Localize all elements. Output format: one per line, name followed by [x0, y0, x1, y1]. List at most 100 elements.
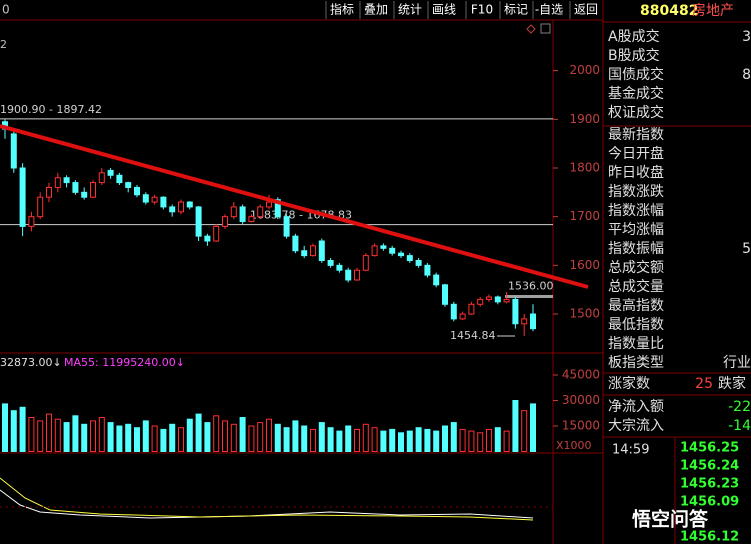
macd-dif — [0, 489, 534, 519]
candle-body — [107, 169, 114, 176]
stat-label: 最低指数 — [608, 317, 664, 333]
volume-bar — [503, 430, 510, 452]
candle-body — [222, 216, 228, 227]
toolbar-button[interactable]: 叠加 — [364, 3, 388, 17]
candle-body — [160, 196, 167, 208]
stat-label: 指数涨幅 — [608, 203, 664, 219]
candle-body — [10, 133, 17, 169]
volume-bar — [248, 425, 255, 452]
volume-bar — [213, 415, 220, 452]
candle-body — [318, 240, 325, 261]
volume-bar — [169, 423, 176, 452]
index-name: 房地产 — [692, 3, 734, 19]
volume-bar — [371, 427, 378, 453]
y-tick-label: 1700 — [569, 209, 600, 223]
stat-label: 基金成交 — [608, 85, 664, 102]
candle-body — [204, 235, 211, 242]
stat-label: B股成交 — [608, 47, 660, 64]
candle-body — [116, 174, 123, 184]
candle-body — [37, 196, 44, 218]
stat-label: 权证成交 — [608, 104, 664, 121]
candle-body — [424, 264, 431, 276]
candle-body — [459, 313, 466, 320]
candle-body — [239, 206, 246, 223]
volume-bar — [512, 400, 519, 453]
tick-price: 1456.25 — [680, 441, 739, 456]
candle-body — [186, 201, 193, 208]
volume-bar — [98, 417, 105, 453]
flow-label: 净流入额 — [608, 399, 664, 415]
macd-dea — [0, 477, 534, 521]
volume-bar — [63, 422, 70, 453]
corner-label: 2 — [0, 38, 7, 51]
tick-price: 1456.12 — [680, 530, 739, 544]
candle-body — [336, 264, 343, 271]
candle-body — [248, 216, 255, 223]
volume-bar — [301, 425, 308, 452]
toolbar-button[interactable]: 标记 — [504, 3, 528, 17]
candle-body — [486, 296, 492, 300]
volume-bar — [521, 410, 528, 453]
candle-body — [512, 298, 519, 325]
stat-value: 5 — [742, 241, 751, 257]
stat-label: 昨日收盘 — [608, 164, 664, 181]
candle-body — [213, 225, 220, 242]
tick-price: 1456.23 — [680, 477, 739, 492]
toolbar-button[interactable]: 画线 — [432, 3, 456, 17]
candle-body — [257, 206, 264, 218]
candle-body — [125, 182, 132, 188]
y-tick-label: 15000 — [562, 419, 600, 433]
candle-body — [134, 186, 140, 196]
volume-bar — [327, 427, 334, 453]
volume-bar — [239, 417, 246, 453]
stat-label: 总成交量 — [608, 278, 664, 295]
toolbar-button[interactable]: 返回 — [574, 3, 598, 17]
stat-value: 行业 — [723, 355, 751, 371]
volume-bar — [354, 428, 360, 453]
stat-label: 总成交额 — [608, 259, 664, 276]
flow-value: -14 — [728, 418, 751, 434]
toolbar-button[interactable]: -自选 — [535, 3, 563, 17]
tick-time: 14:59 — [612, 443, 649, 458]
stat-label: 指数振幅 — [608, 241, 664, 257]
candle-body — [178, 201, 184, 213]
candle-body — [433, 274, 440, 286]
volume-bar — [28, 417, 35, 453]
y-tick-label: 1600 — [569, 258, 600, 272]
candle-body — [283, 216, 290, 237]
diamond-icon[interactable] — [526, 24, 536, 34]
volume-bar — [160, 428, 167, 453]
volume-bar — [292, 420, 299, 452]
breadth-label: 涨家数 — [608, 375, 650, 392]
y-tick-label: 30000 — [562, 393, 600, 407]
volume-bar — [477, 432, 484, 453]
flow-label: 大宗流入 — [608, 418, 664, 434]
toolbar-button[interactable]: 指标 — [330, 2, 354, 17]
y-tick-label: 2000 — [569, 63, 600, 77]
toolbar-button[interactable]: 统计 — [398, 3, 422, 17]
volume-bar — [72, 415, 79, 452]
candle-body — [46, 186, 52, 198]
candle-body — [81, 191, 88, 198]
close-icon[interactable] — [540, 23, 551, 34]
candle-body — [380, 245, 387, 249]
volume-bar — [195, 413, 202, 452]
volume-bar — [142, 420, 149, 452]
candle-body — [442, 284, 448, 305]
stat-label: 最新指数 — [608, 127, 664, 143]
candle-body — [151, 196, 158, 203]
volume-bar — [204, 422, 211, 453]
volume-bar — [230, 423, 237, 452]
volume-bar — [178, 427, 184, 453]
candle-body — [98, 172, 105, 184]
y-tick-label: 45000 — [562, 368, 600, 382]
candle-body — [345, 269, 352, 281]
candle-body — [19, 167, 26, 227]
volume-bar — [257, 422, 264, 453]
candle-body — [398, 252, 404, 257]
toolbar-button[interactable]: F10 — [471, 3, 493, 17]
candle-body — [406, 255, 413, 261]
